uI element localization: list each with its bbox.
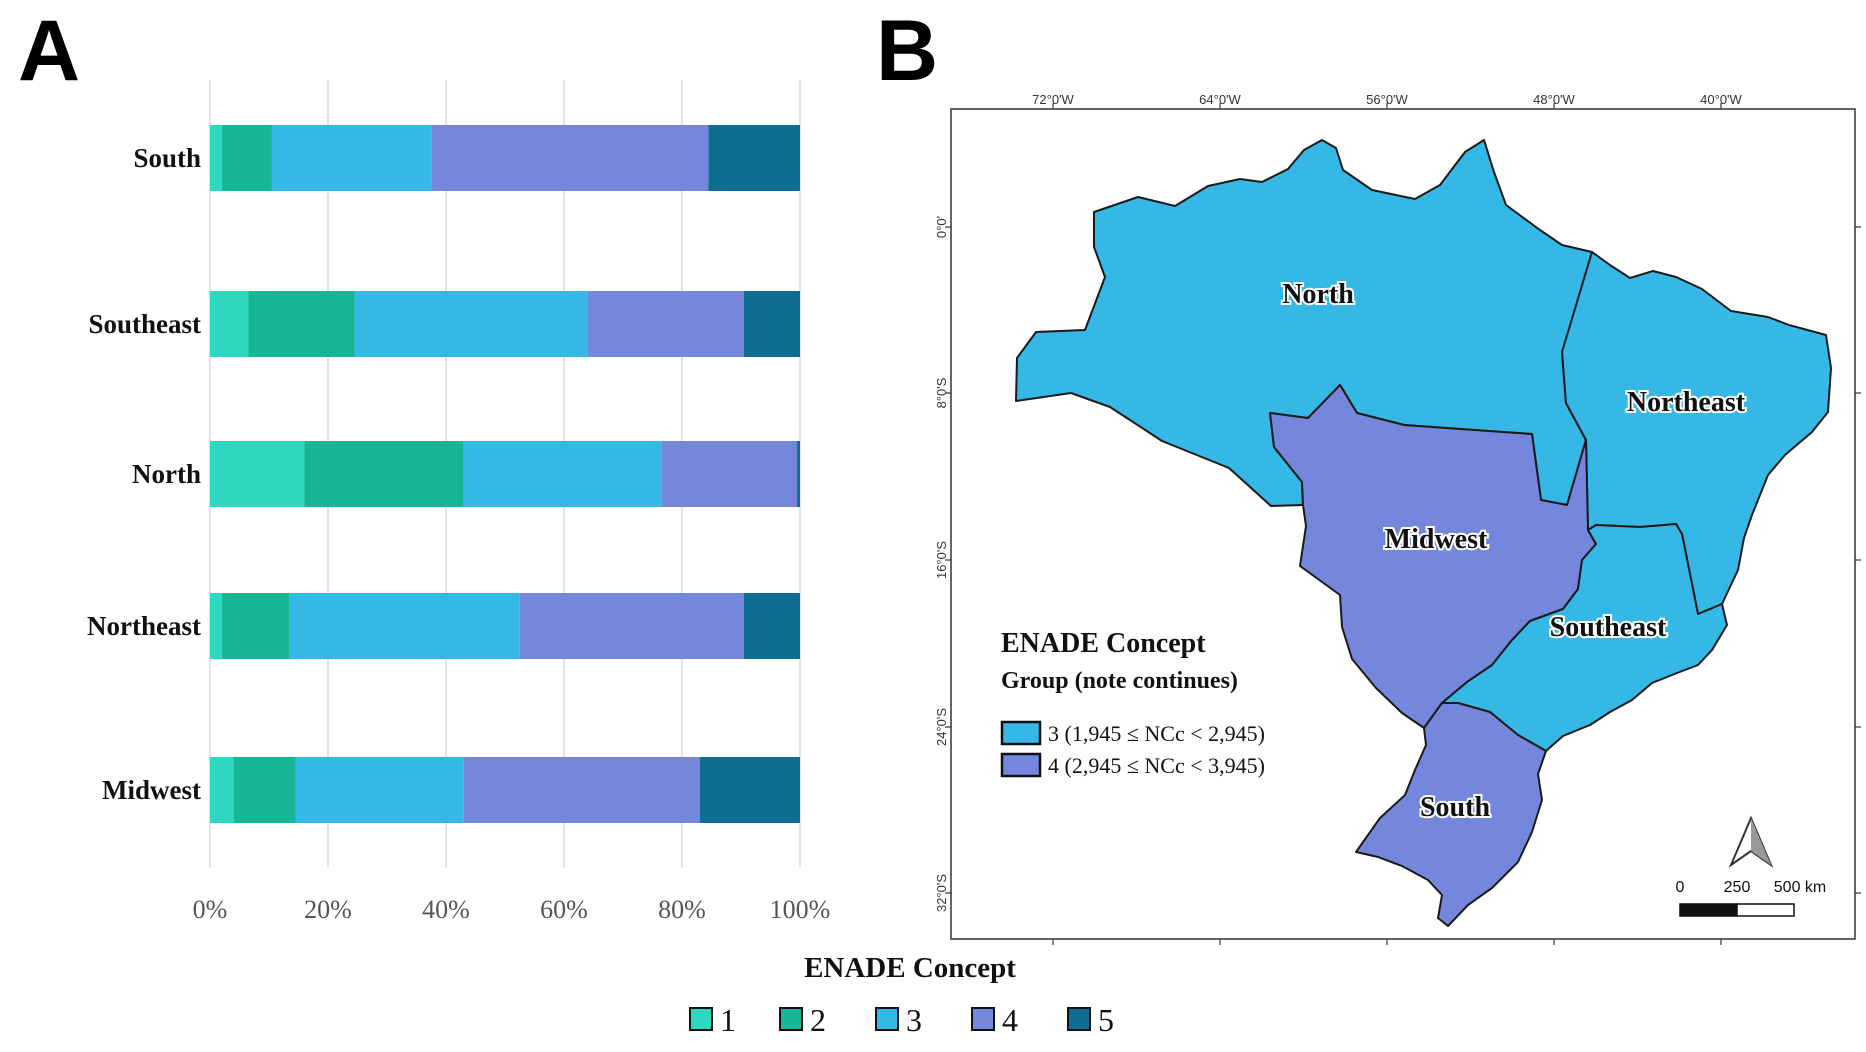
bar-segment — [233, 757, 296, 823]
legend-swatch — [971, 1007, 995, 1031]
region-label-south: South — [1420, 792, 1490, 823]
bar-segment — [221, 125, 272, 191]
lon-label: 40°0'W — [1700, 92, 1742, 107]
lon-label: 48°0'W — [1533, 92, 1575, 107]
map-regions — [1015, 139, 1832, 927]
x-tick-label: 40% — [422, 895, 470, 924]
bar-segment — [210, 291, 249, 357]
panel-a-label: A — [18, 3, 80, 99]
map-tick-marks — [945, 103, 1861, 945]
bar-segment — [271, 125, 432, 191]
lon-label: 56°0'W — [1366, 92, 1408, 107]
chart-category-labels: South Southeast North Northeast Midwest — [87, 143, 201, 805]
bar-segment — [210, 593, 222, 659]
category-label: Northeast — [87, 611, 201, 641]
lat-label: 0°0' — [934, 216, 949, 238]
scale-bar: 0 250 500 km — [1676, 879, 1826, 917]
bar-segment — [743, 291, 800, 357]
legend-swatch — [875, 1007, 899, 1031]
bar-segment — [210, 125, 222, 191]
bar-segment — [519, 593, 744, 659]
legend-label: 1 — [720, 1002, 736, 1038]
bar-segment — [463, 441, 662, 507]
bar-segment — [289, 593, 520, 659]
legend-swatch — [689, 1007, 713, 1031]
x-tick-label: 60% — [540, 895, 588, 924]
region-label-northeast: Northeast — [1627, 387, 1746, 418]
map-legend-subtitle: Group (note continues) — [1001, 668, 1238, 694]
bar-segment — [587, 291, 744, 357]
category-label: South — [133, 143, 201, 173]
x-tick-label: 100% — [770, 895, 831, 924]
lon-label: 64°0'W — [1199, 92, 1241, 107]
bar-segment — [248, 291, 355, 357]
bar-segment — [743, 593, 800, 659]
lat-label: 8°0'S — [934, 377, 949, 408]
region-label-southeast: Southeast — [1550, 612, 1667, 643]
bar-segment — [210, 441, 305, 507]
bar-segment — [354, 291, 588, 357]
map-legend-swatch — [1000, 720, 1042, 746]
lat-label: 32°0'S — [934, 874, 949, 912]
bar-segment — [463, 757, 700, 823]
map-legend: ENADE Concept Group (note continues) 3 (… — [1000, 628, 1265, 778]
bar-segment — [661, 441, 798, 507]
chart-legend: ENADE Concept 1 2 3 4 5 — [689, 952, 1114, 1038]
scale-label: 500 km — [1774, 879, 1826, 896]
bar-segment — [304, 441, 464, 507]
category-label: North — [132, 459, 201, 489]
x-tick-label: 20% — [304, 895, 352, 924]
chart-x-tick-labels: 0% 20% 40% 60% 80% 100% — [193, 895, 831, 924]
map-legend-item-label: 3 (1,945 ≤ NCc < 2,945) — [1048, 721, 1265, 746]
lat-label: 16°0'S — [934, 541, 949, 579]
lat-label: 24°0'S — [934, 708, 949, 746]
bar-segment — [210, 757, 234, 823]
bar-segment — [431, 125, 709, 191]
brazil-map: 72°0'W 64°0'W 56°0'W 48°0'W 40°0'W 0°0' … — [934, 92, 1861, 945]
bar-segment — [708, 125, 800, 191]
region-southeast — [1441, 523, 1728, 752]
scale-label: 250 — [1724, 879, 1751, 896]
legend-swatch — [1067, 1007, 1091, 1031]
panel-b-label: B — [876, 3, 938, 99]
legend-swatch — [779, 1007, 803, 1031]
legend-label: 3 — [906, 1002, 922, 1038]
x-tick-label: 80% — [658, 895, 706, 924]
legend-label: 5 — [1098, 1002, 1114, 1038]
chart-legend-title: ENADE Concept — [804, 952, 1016, 984]
bar-segment — [797, 441, 800, 507]
bar-segment — [221, 593, 290, 659]
region-label-midwest: Midwest — [1385, 524, 1488, 555]
x-tick-label: 0% — [193, 895, 228, 924]
north-arrow-icon — [1728, 815, 1774, 868]
legend-label: 4 — [1002, 1002, 1018, 1038]
lon-label: 72°0'W — [1032, 92, 1074, 107]
map-legend-swatch — [1000, 752, 1042, 778]
map-legend-item-label: 4 (2,945 ≤ NCc < 3,945) — [1048, 753, 1265, 778]
map-legend-title: ENADE Concept — [1001, 628, 1206, 659]
region-south — [1355, 702, 1547, 927]
bar-segment — [295, 757, 464, 823]
legend-label: 2 — [810, 1002, 826, 1038]
stacked-bar-chart: South Southeast North Northeast Midwest 0% 20… — [87, 80, 830, 924]
category-label: Midwest — [102, 775, 201, 805]
bar-segment — [699, 757, 800, 823]
region-label-north: North — [1282, 279, 1354, 310]
chart-bars — [210, 125, 800, 823]
category-label: Southeast — [88, 309, 201, 339]
scale-label: 0 — [1676, 879, 1685, 896]
